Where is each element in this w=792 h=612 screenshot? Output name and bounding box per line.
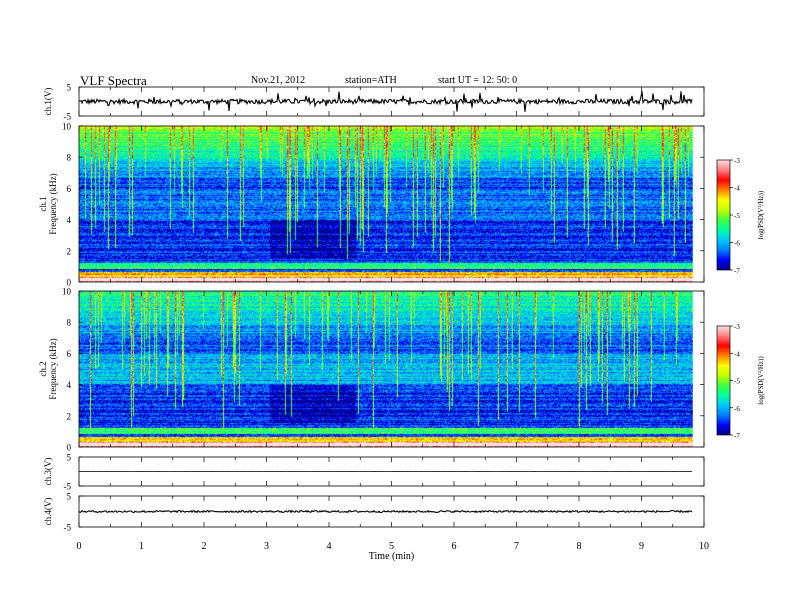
- colorbar-tick-label: -6: [734, 240, 740, 248]
- x-tick-label: 8: [577, 541, 582, 552]
- y-tick-label: 8: [67, 153, 72, 163]
- spectrogram-panel-2: [79, 291, 693, 447]
- colorbar-tick-label: -3: [734, 323, 740, 331]
- colorbar-tick-label: -5: [734, 378, 740, 386]
- y-tick-label: 10: [62, 287, 72, 297]
- y-tick-label: 4: [67, 215, 72, 225]
- colorbar-tick-label: -5: [734, 212, 740, 220]
- y-tick-label: 6: [67, 349, 72, 359]
- colorbar-tick-label: -6: [734, 405, 740, 413]
- y-tick-label: -5: [64, 112, 72, 122]
- colorbar-label: log(PSD(V²/Hz)): [757, 356, 765, 405]
- waveform-trace-0: [78, 91, 693, 112]
- colorbar-tick-label: -4: [734, 185, 740, 193]
- y-tick-label: 6: [67, 184, 72, 194]
- x-tick-label: 5: [389, 541, 394, 552]
- x-tick-label: 1: [139, 541, 144, 552]
- colorbar-tick-label: -4: [734, 350, 740, 358]
- start-time-label: start UT = 12: 50: 0: [438, 75, 518, 86]
- x-tick-label: 7: [514, 541, 519, 552]
- x-tick-label: 0: [77, 541, 82, 552]
- x-tick-label: 3: [264, 541, 269, 552]
- station-label: station=ATH: [345, 75, 397, 86]
- y-tick-label: 2: [67, 411, 72, 421]
- waveform-trace-4: [78, 509, 693, 514]
- colorbar-tick-label: -7: [734, 432, 740, 440]
- spectrogram-panel-1: [79, 126, 693, 282]
- y-tick-label: 5: [67, 453, 72, 463]
- y-axis-label: ch.1: [38, 196, 48, 211]
- colorbar-tick-label: -7: [734, 267, 740, 275]
- y-tick-label: 5: [67, 83, 72, 93]
- y-axis-label: Frequency (kHz): [48, 338, 58, 399]
- x-tick-label: 10: [699, 541, 709, 552]
- colorbar-1: [716, 159, 731, 271]
- y-tick-label: 5: [67, 492, 72, 502]
- y-axis-label: Frequency (kHz): [48, 173, 58, 234]
- y-tick-label: 0: [67, 443, 72, 453]
- colorbar-tick-label: -3: [734, 157, 740, 165]
- y-tick-label: 10: [62, 122, 72, 132]
- y-tick-label: -5: [64, 482, 72, 492]
- y-tick-label: -5: [64, 523, 72, 533]
- x-tick-label: 4: [327, 541, 332, 552]
- y-axis-label: ch.4(V): [43, 498, 53, 526]
- x-axis-label: Time (min): [369, 551, 414, 562]
- y-tick-label: 4: [67, 380, 72, 390]
- y-axis-label: ch.3(V): [43, 458, 53, 486]
- y-tick-label: 0: [67, 278, 72, 288]
- x-tick-label: 6: [452, 541, 457, 552]
- x-tick-label: 9: [639, 541, 644, 552]
- colorbar-label: log(PSD(V²/Hz)): [757, 190, 765, 239]
- y-tick-label: 2: [67, 246, 72, 256]
- y-tick-label: 8: [67, 318, 72, 328]
- colorbar-2: [716, 325, 731, 436]
- x-tick-label: 2: [202, 541, 207, 552]
- chart-title: VLF Spectra: [80, 73, 147, 88]
- y-axis-label: ch.2: [38, 361, 48, 376]
- date-label: Nov.21, 2012: [251, 75, 306, 86]
- y-axis-label: ch.1(V): [43, 88, 53, 116]
